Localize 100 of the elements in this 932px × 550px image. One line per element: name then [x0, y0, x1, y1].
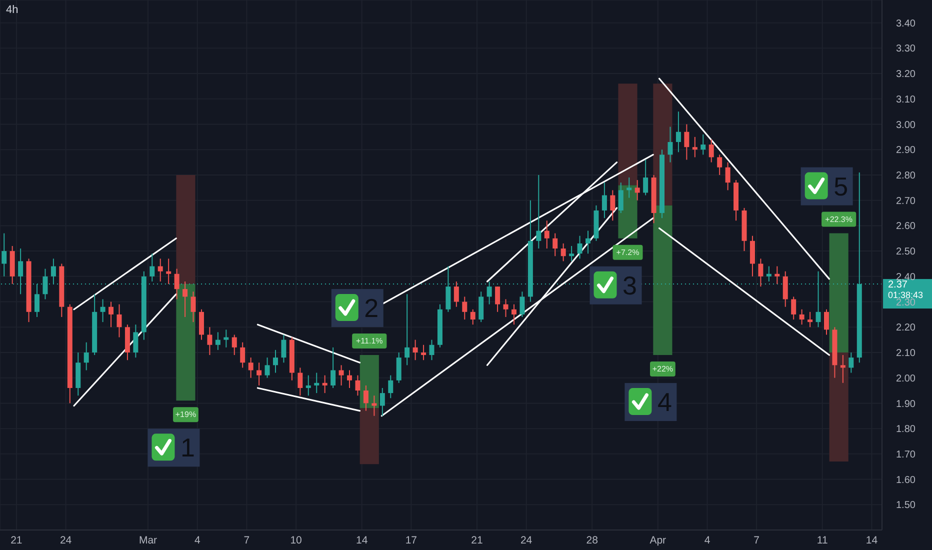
- chart-title: 4h: [6, 4, 18, 16]
- candlestick: [100, 298, 106, 323]
- y-tick-label: 3.00: [896, 120, 916, 131]
- annotation: 5: [834, 171, 848, 202]
- annotation: 3: [622, 270, 637, 300]
- candlestick: [824, 308, 829, 336]
- candlestick: [544, 220, 550, 250]
- candlestick: [240, 342, 246, 368]
- candlestick: [232, 334, 237, 356]
- y-tick-label: 2.80: [896, 170, 916, 182]
- candlestick: [511, 304, 516, 326]
- x-tick-label: 24: [520, 534, 532, 546]
- candlestick: [429, 339, 434, 361]
- candlestick: [306, 374, 311, 396]
- x-tick-label: 14: [866, 534, 878, 546]
- candlestick: [84, 342, 89, 371]
- candlestick: [116, 304, 122, 338]
- candlestick: [272, 349, 278, 374]
- y-tick-label: 1.90: [896, 398, 916, 410]
- annotation: 1: [180, 432, 195, 463]
- candlestick: [182, 280, 188, 318]
- x-tick-label: 10: [290, 534, 302, 546]
- y-tick-label: 3.20: [896, 69, 916, 80]
- candlestick: [643, 159, 648, 196]
- y-tick-label: 2.90: [896, 145, 916, 156]
- y-tick-label: 2.50: [896, 246, 916, 258]
- y-tick-label: 3.10: [896, 94, 916, 106]
- annotation: +11.1%: [356, 336, 383, 346]
- y-tick-label: 1.60: [896, 474, 916, 486]
- candlestick: [766, 266, 772, 282]
- candlestick: [586, 230, 590, 254]
- candlestick: [618, 182, 624, 214]
- candlestick: [840, 354, 846, 384]
- candlestick: [495, 286, 500, 312]
- candlestick: [560, 242, 566, 262]
- candlestick: [462, 296, 468, 320]
- candlestick: [338, 364, 344, 386]
- candlestick: [248, 357, 254, 378]
- candlestick: [552, 232, 558, 257]
- annotation: 2: [364, 293, 379, 324]
- candlestick: [198, 308, 204, 340]
- y-tick-label: 1.80: [896, 424, 916, 436]
- candlestick: [626, 177, 632, 198]
- x-tick-label: 17: [405, 534, 418, 546]
- y-tick-label: 2.70: [896, 196, 916, 207]
- candlestick: [396, 352, 402, 384]
- x-tick-label: Apr: [650, 534, 667, 546]
- candlestick: [503, 298, 508, 318]
- candlestick: [782, 270, 788, 308]
- candlestick: [602, 182, 607, 219]
- candlestick: [799, 308, 804, 326]
- candlestick: [486, 280, 492, 305]
- y-tick-label: 2.10: [896, 348, 916, 360]
- candlestick: [372, 395, 377, 416]
- candlestick: [725, 162, 730, 191]
- candlestick: [758, 258, 764, 288]
- candlestick: [174, 268, 180, 300]
- candlestick: [610, 190, 616, 222]
- candlestick: [774, 266, 780, 285]
- annotation: +22%: [652, 364, 674, 374]
- candlestick: [133, 324, 138, 358]
- x-tick-label: 14: [356, 534, 368, 546]
- candlestick: [314, 372, 320, 394]
- candlestick: [388, 374, 394, 399]
- y-tick-label: 2.00: [896, 373, 916, 384]
- candlestick: [158, 258, 163, 282]
- candlestick: [668, 126, 673, 163]
- x-tick-label: 4: [194, 534, 200, 546]
- candlestick: [363, 384, 368, 412]
- x-tick-label: 28: [586, 534, 598, 546]
- candlestick: [577, 235, 582, 260]
- ref-line-label: 2.37: [888, 280, 908, 291]
- candlestick: [454, 280, 459, 308]
- x-tick-label: 7: [754, 534, 760, 546]
- y-tick-label: 2.20: [896, 322, 916, 334]
- candlestick: [421, 344, 426, 361]
- annotation: +19%: [175, 410, 196, 420]
- candlestick: [808, 311, 813, 328]
- candlestick: [108, 301, 114, 328]
- candlestick: [380, 387, 385, 416]
- y-tick-label: 1.70: [896, 449, 916, 460]
- candlestick: [150, 253, 155, 282]
- candlestick: [355, 374, 360, 396]
- candlestick: [634, 180, 640, 201]
- x-tick-label: 21: [471, 534, 483, 546]
- candlestick: [848, 352, 854, 374]
- candlestick: [256, 362, 262, 386]
- candlestick: [750, 235, 755, 277]
- y-tick-label: 2.60: [896, 221, 916, 232]
- candlestick: [569, 245, 574, 262]
- candlestick: [224, 329, 229, 348]
- x-tick-label: 24: [60, 534, 72, 546]
- y-tick-label: 2.30: [896, 297, 916, 308]
- y-tick-label: 1.50: [896, 500, 916, 512]
- candlestick: [322, 374, 328, 394]
- candlestick: [215, 332, 220, 350]
- y-tick-label: 3.40: [896, 18, 916, 30]
- annotation: +7.2%: [616, 248, 640, 257]
- candlestick: [281, 334, 286, 364]
- candlestick: [166, 258, 172, 285]
